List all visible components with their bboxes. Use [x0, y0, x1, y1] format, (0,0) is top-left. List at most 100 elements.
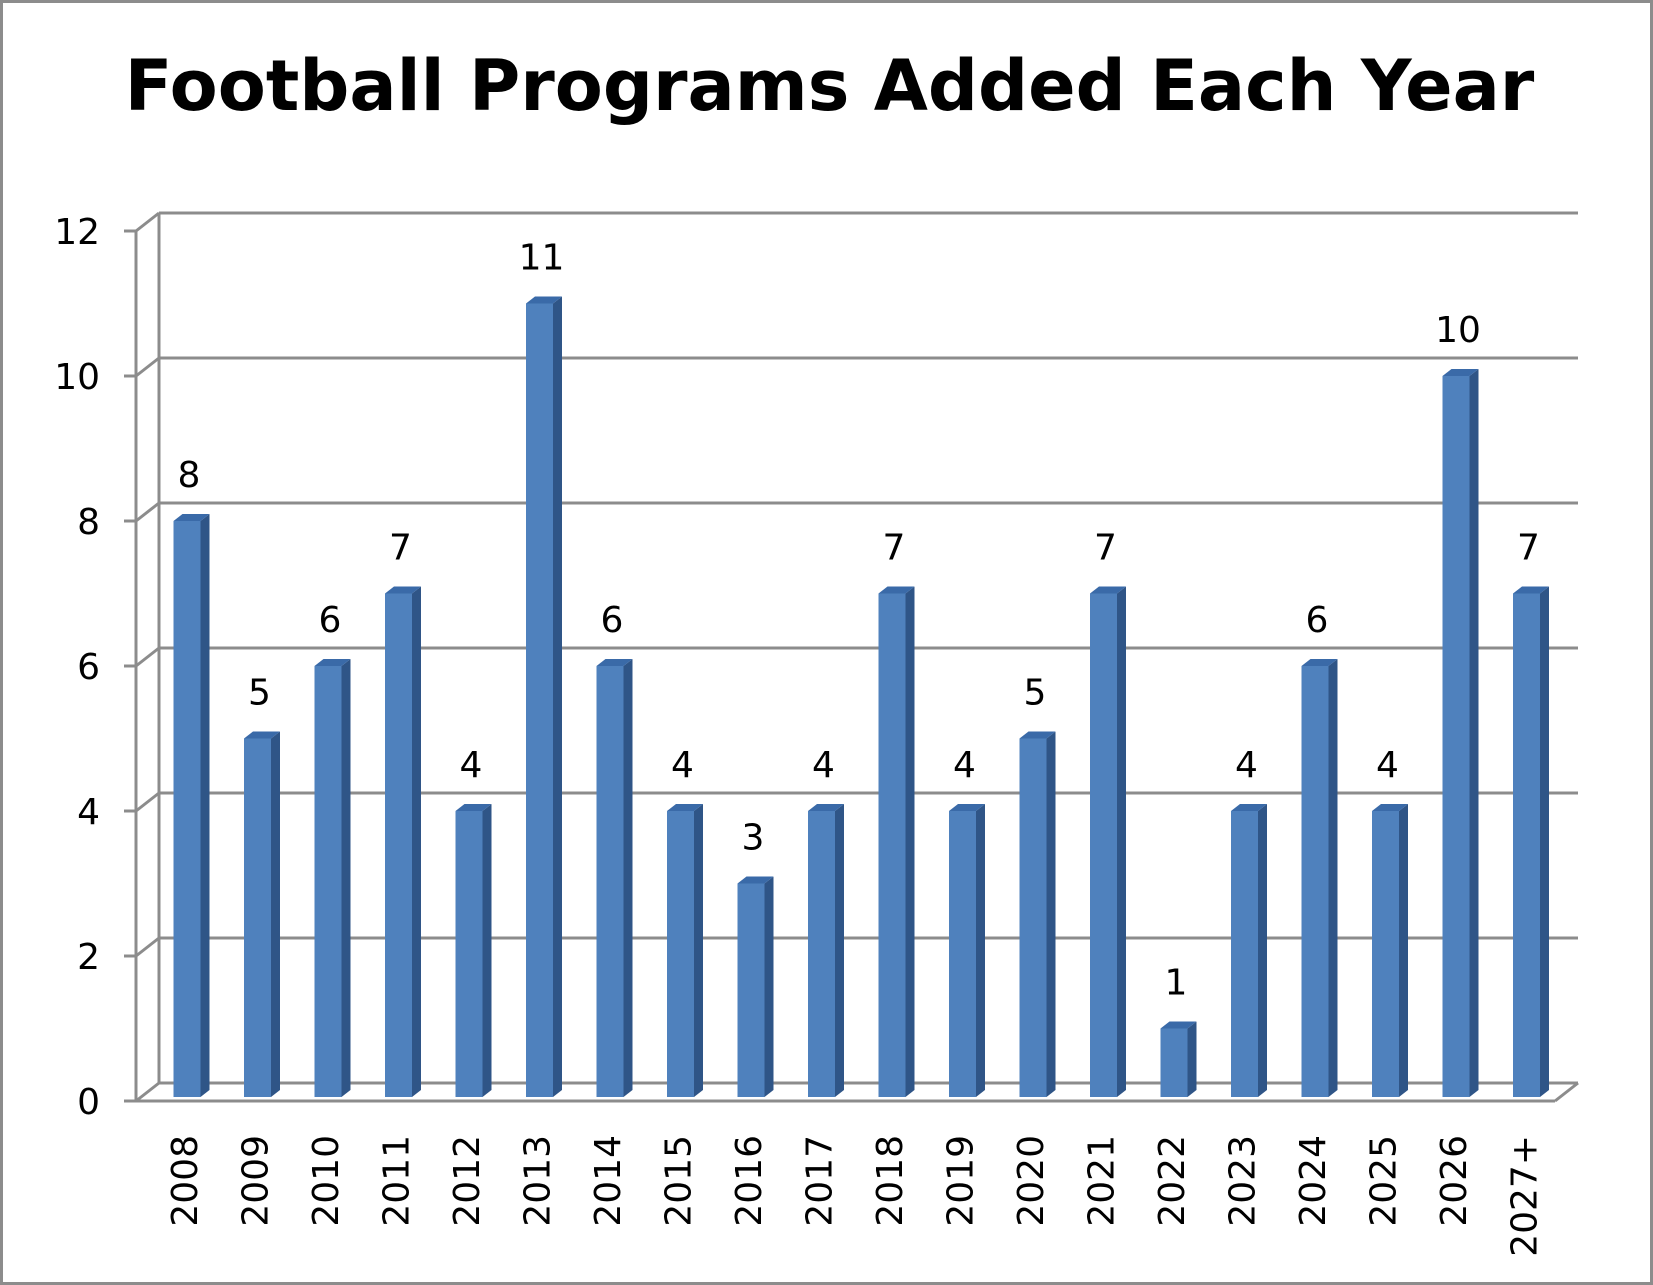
x-tick-label: 2014: [588, 1135, 629, 1227]
bar-top: [1231, 804, 1267, 811]
bar-chart: 0 2 4 6 8 10 12 8 2008 5 2009 6 2010 7 2011 4 2012 11 201…: [54, 211, 1579, 1257]
y-tick-label: 2: [77, 937, 100, 978]
data-label: 4: [1235, 745, 1258, 786]
x-tick-label: 2023: [1223, 1135, 1264, 1227]
data-label: 6: [601, 600, 624, 641]
bar-top: [1372, 804, 1408, 811]
bar-front: [808, 811, 835, 1097]
x-tick-label: 2015: [659, 1135, 700, 1227]
bar-side: [764, 876, 774, 1097]
data-label: 6: [319, 600, 342, 641]
data-label: 3: [742, 818, 765, 859]
bar: [173, 514, 210, 1097]
bar: [808, 804, 844, 1097]
data-label: 8: [178, 455, 201, 496]
bar-side: [976, 804, 985, 1097]
bar: [1160, 1021, 1197, 1097]
data-label: 7: [389, 528, 412, 569]
bar-front: [1442, 376, 1470, 1097]
gridline-depth: [135, 791, 160, 813]
bar-side: [271, 731, 280, 1097]
bar-top: [949, 804, 985, 811]
bar-side: [1117, 586, 1126, 1097]
bar-front: [455, 811, 483, 1097]
bar-top: [385, 586, 421, 594]
data-label: 5: [248, 673, 271, 714]
bar-top: [1090, 586, 1126, 594]
x-tick-label: 2025: [1364, 1135, 1405, 1227]
bar-top: [173, 514, 210, 521]
bar-side: [835, 804, 844, 1097]
y-tick-label: 12: [54, 212, 100, 253]
x-tick-label: 2013: [518, 1135, 559, 1227]
bar-front: [385, 593, 412, 1097]
bar-front: [1301, 666, 1329, 1097]
bar: [878, 586, 915, 1097]
bar-side: [1540, 586, 1549, 1097]
gridline-depth: [135, 936, 160, 958]
bar: [1090, 586, 1126, 1097]
chart-title: Football Programs Added Each Year: [124, 45, 1535, 127]
bar: [385, 586, 421, 1097]
x-tick-label: 2012: [447, 1135, 488, 1227]
data-label: 7: [1517, 528, 1540, 569]
data-label: 4: [812, 745, 835, 786]
bar-front: [878, 593, 906, 1097]
bar-side: [1187, 1021, 1197, 1097]
bar-front: [1160, 1028, 1188, 1097]
axis-layer: 0 2 4 6 8 10 12: [54, 212, 1555, 1123]
x-tick-label: 2022: [1152, 1135, 1193, 1227]
bar-front: [1090, 593, 1117, 1097]
bar-top: [808, 804, 844, 811]
gridline-depth: [135, 356, 160, 378]
bar: [455, 804, 492, 1097]
bar-side: [341, 659, 351, 1097]
bar-top: [244, 731, 280, 739]
x-tick-label: 2010: [306, 1135, 347, 1227]
x-tick-label: 2008: [165, 1135, 206, 1227]
x-tick-label: 2024: [1293, 1135, 1334, 1227]
data-label: 4: [1376, 745, 1399, 786]
bar-top: [314, 659, 351, 666]
label-layer: 8 2008 5 2009 6 2010 7 2011 4 2012 11 2013 6 2014 4 201…: [165, 238, 1546, 1257]
y-tick-label: 10: [54, 357, 100, 398]
bar: [1019, 731, 1056, 1097]
bar: [1513, 586, 1549, 1097]
bar-front: [244, 738, 271, 1097]
bar-front: [737, 883, 765, 1097]
x-tick-label: 2021: [1082, 1135, 1123, 1227]
bar-front: [667, 811, 694, 1097]
x-tick-label: 2009: [236, 1135, 277, 1227]
bar-side: [1399, 804, 1408, 1097]
y-tick-label: 4: [77, 792, 100, 833]
bar-top: [878, 586, 915, 594]
bar-front: [1513, 593, 1540, 1097]
bar-side: [1328, 659, 1338, 1097]
bar-front: [314, 666, 342, 1097]
bar: [1372, 804, 1408, 1097]
data-label: 4: [460, 745, 483, 786]
x-tick-label: 2016: [729, 1135, 770, 1227]
x-tick-label: 2017: [800, 1135, 841, 1227]
data-label: 11: [519, 238, 565, 279]
x-tick-label: 2027+: [1505, 1135, 1546, 1257]
bar-side: [482, 804, 492, 1097]
bar: [526, 296, 562, 1097]
gridline-depth: [135, 501, 160, 523]
data-label: 4: [953, 745, 976, 786]
x-tick-label: 2020: [1011, 1135, 1052, 1227]
bar-front: [173, 521, 201, 1097]
y-tick-label: 0: [77, 1082, 100, 1123]
data-label: 1: [1165, 963, 1188, 1004]
bar: [949, 804, 985, 1097]
bar: [667, 804, 703, 1097]
bar-side: [553, 296, 562, 1097]
bar-top: [455, 804, 492, 811]
bar: [244, 731, 280, 1097]
bar-top: [1301, 659, 1338, 666]
bar: [1301, 659, 1338, 1097]
data-label: 5: [1024, 673, 1047, 714]
bar-side: [200, 514, 210, 1097]
bar-top: [667, 804, 703, 811]
bar-top: [526, 296, 562, 304]
